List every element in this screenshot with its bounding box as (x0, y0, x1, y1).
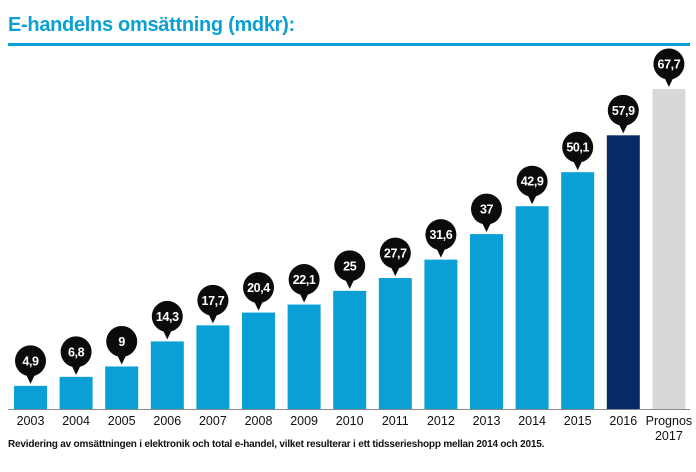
data-label-bubble: 57,9 (607, 94, 639, 134)
bar-2014 (515, 206, 549, 409)
x-tick-label: 2017 (655, 429, 683, 443)
footnote: Revidering av omsättningen i elektronik … (8, 439, 545, 450)
data-label: 37 (480, 203, 494, 217)
data-label: 25 (343, 259, 357, 273)
x-tick-label: 2004 (62, 414, 90, 428)
bar-2003 (14, 385, 47, 409)
x-tick-label: 2010 (336, 414, 364, 428)
bar-2016 (606, 135, 640, 409)
x-tick-label: 2007 (199, 414, 227, 428)
data-label: 42,9 (521, 175, 544, 189)
data-label-bubble: 42,9 (516, 165, 548, 205)
chart-title: E-handelns omsättning (mdkr): (8, 14, 295, 36)
data-label-bubble: 50,1 (562, 131, 594, 171)
title-rule (8, 43, 690, 46)
bar-2011 (378, 278, 412, 409)
x-tick-label: 2015 (564, 414, 592, 428)
data-label-bubble: 67,7 (653, 48, 685, 87)
data-label: 17,7 (202, 294, 225, 308)
data-label-bubble: 9 (106, 325, 138, 365)
data-label-bubble: 37 (471, 193, 502, 233)
bar-2013 (470, 234, 503, 409)
x-tick-label: 2014 (518, 414, 546, 428)
x-tick-label: Prognos (646, 414, 693, 428)
data-label-bubble: 17,7 (197, 284, 229, 324)
bar-2012 (424, 259, 458, 409)
bar-2005 (105, 366, 139, 409)
x-tick-label: 2009 (290, 414, 318, 428)
data-label-bubble: 14,3 (151, 300, 183, 340)
bar-2006 (150, 341, 184, 409)
bar-2010 (333, 290, 367, 409)
bar-prognos-2017 (652, 89, 686, 409)
data-label-bubble: 6,8 (60, 336, 92, 375)
data-label: 57,9 (612, 104, 635, 118)
data-label: 14,3 (156, 310, 179, 324)
data-label-bubble: 27,7 (379, 237, 411, 277)
bar-2004 (59, 376, 93, 409)
x-tick-label: 2016 (609, 414, 637, 428)
x-tick-label: 2008 (245, 414, 273, 428)
bar-2008 (242, 312, 275, 409)
bar-2015 (561, 172, 595, 409)
data-label: 22,1 (293, 273, 316, 287)
x-tick-label: 2006 (153, 414, 181, 428)
x-tick-label: 2011 (382, 414, 409, 428)
data-label: 31,6 (430, 228, 453, 242)
x-tick-label: 2005 (108, 414, 136, 428)
data-label: 50,1 (566, 141, 589, 155)
x-tick-label: 2013 (473, 414, 501, 428)
data-label-bubble: 31,6 (425, 219, 457, 258)
data-label: 67,7 (658, 58, 681, 72)
x-tick-label: 2012 (427, 414, 455, 428)
bar-2007 (196, 325, 230, 409)
data-label: 4,9 (22, 354, 39, 368)
x-tick-label: 2003 (17, 414, 45, 428)
data-label-bubble: 22,1 (288, 264, 320, 303)
data-label: 20,4 (247, 281, 270, 295)
bar-2009 (287, 304, 321, 409)
data-label: 6,8 (68, 345, 85, 359)
data-label: 27,7 (384, 247, 407, 261)
data-label-bubble: 4,9 (15, 345, 46, 384)
data-label-bubble: 25 (334, 250, 366, 289)
data-label-bubble: 20,4 (243, 272, 274, 311)
data-label: 9 (118, 335, 125, 349)
